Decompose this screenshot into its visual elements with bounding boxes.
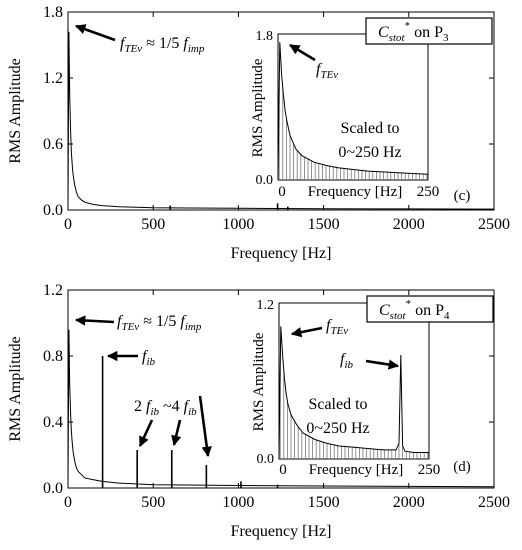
condition-label-d: Cstot* on P4 — [379, 298, 450, 322]
x-tick-label: 1000 — [222, 494, 254, 511]
x-tick-label: 2500 — [478, 494, 510, 511]
x-tick-label: 500 — [141, 494, 165, 511]
annotation-harmonics-d: 2 fib ~4 fib — [134, 398, 197, 418]
inset-y-label-c: RMS Amplitude — [250, 58, 266, 157]
y-tick-label: 1.8 — [43, 4, 63, 21]
inset-note-line2-d: 0~250 Hz — [306, 420, 369, 437]
inset-x-label-c: Frequency [Hz] — [308, 184, 403, 200]
inset-y-label-d: RMS Amplitude — [251, 332, 267, 431]
inset-annotation-ftev-d: fTEv — [326, 317, 348, 337]
panel-label-d: (d) — [453, 459, 471, 475]
y-axis-d: 0.0 0.4 0.8 1.2 — [43, 282, 494, 497]
x-tick-label: 1000 — [222, 216, 254, 233]
inset-x-label-d: Frequency [Hz] — [309, 462, 404, 478]
y-tick-label: 0.4 — [43, 414, 63, 431]
x-tick-label: 1500 — [308, 494, 340, 511]
y-tick-label: 0.0 — [43, 480, 63, 497]
inset-series-d — [278, 326, 429, 459]
y-axis-label-c: RMS Amplitude — [7, 58, 24, 163]
annotation-ftev-d: fTEv ≈ 1/5 fimp — [117, 313, 202, 333]
inset-frame-d — [278, 302, 430, 460]
x-axis-label-d: Frequency [Hz] — [231, 523, 332, 540]
arrow-ftev-c — [75, 24, 116, 42]
inset-arrow-ftev-d — [290, 326, 323, 338]
y-tick-label: 1.2 — [43, 282, 63, 299]
inset-annotation-ftev-c: fTEv — [316, 61, 338, 81]
x-axis-c: 0 500 1000 1500 2000 2500 — [64, 12, 510, 233]
annotation-ftev-c: fTEv ≈ 1/5 fimp — [120, 35, 205, 55]
series-d — [67, 329, 495, 488]
inset-ytick-top-c: 1.8 — [256, 29, 274, 44]
spectrum-line — [67, 31, 495, 210]
inset-annotation-fib-d: fib — [340, 351, 354, 371]
inset-xtick-right-d: 250 — [418, 462, 441, 478]
y-tick-label: 1.2 — [43, 70, 63, 87]
x-tick-label: 0 — [64, 494, 72, 511]
inset-d: 1.2 0.0 RMS Amplitude 0 250 Frequency [H… — [251, 298, 440, 478]
series-c — [67, 31, 495, 210]
inset-frame-c — [277, 33, 429, 181]
inset-note-line1-c: Scaled to — [340, 120, 399, 137]
inset-xtick-left-d: 0 — [279, 462, 287, 478]
x-axis-d: 0 500 1000 1500 2000 2500 — [64, 290, 510, 511]
inset-xtick-right-c: 250 — [417, 184, 440, 200]
x-tick-label: 0 — [64, 216, 72, 233]
panel-label-c: (c) — [454, 188, 471, 204]
arrow-2fib-d — [138, 419, 154, 447]
arrow-ftev-d — [74, 315, 115, 326]
inset-spectrum-line — [277, 42, 429, 179]
x-tick-label: 500 — [141, 216, 165, 233]
x-tick-label: 2000 — [393, 216, 425, 233]
inset-note-line2-c: 0~250 Hz — [338, 144, 401, 161]
spectrum-line — [67, 329, 495, 488]
panel-d: 0.00.40.81.2 0 500 1000 1500 2000 2500 RMS Am… — [7, 282, 510, 540]
condition-box-d: Cstot* on P4 — [366, 295, 494, 323]
inset-arrow-fib-d — [365, 359, 400, 370]
inset-xtick-left-c: 0 — [278, 184, 286, 200]
inset-ytick-top-d: 1.2 — [257, 298, 275, 313]
inset-ytick-bottom-d: 0.0 — [257, 452, 275, 467]
arrow-4fib-d — [198, 395, 212, 458]
y-tick-label: 0.8 — [43, 348, 63, 365]
condition-box-c: Cstot* on P3 — [365, 17, 493, 45]
y-tick-label: 0.0 — [43, 202, 63, 219]
arrow-3fib-d — [171, 419, 182, 447]
x-axis-label-c: Frequency [Hz] — [231, 245, 332, 262]
inset-series-c — [277, 42, 429, 180]
annotation-fib-d: fib — [142, 348, 156, 368]
condition-label-c: Cstot* on P3 — [378, 20, 449, 44]
plot-frame-d — [67, 289, 495, 489]
x-tick-label: 2000 — [393, 494, 425, 511]
y-axis-c: 0.0 0.6 1.2 1.8 — [43, 4, 494, 219]
inset-ytick-bottom-c: 0.0 — [256, 173, 274, 188]
x-tick-label: 1500 — [308, 216, 340, 233]
inset-c: 1.8 0.0 RMS Amplitude 0 250 Frequency [H… — [250, 29, 439, 200]
inset-spectrum-line — [278, 326, 429, 457]
x-tick-label: 2500 — [478, 216, 510, 233]
panel-c: 0.00.61.21.8 0 500 1000 1500 2000 2500 RMS Am… — [7, 4, 510, 262]
y-tick-label: 0.6 — [43, 136, 63, 153]
y-axis-label-d: RMS Amplitude — [7, 336, 24, 441]
inset-note-line1-d: Scaled to — [308, 396, 367, 413]
inset-arrow-ftev-c — [289, 43, 316, 62]
